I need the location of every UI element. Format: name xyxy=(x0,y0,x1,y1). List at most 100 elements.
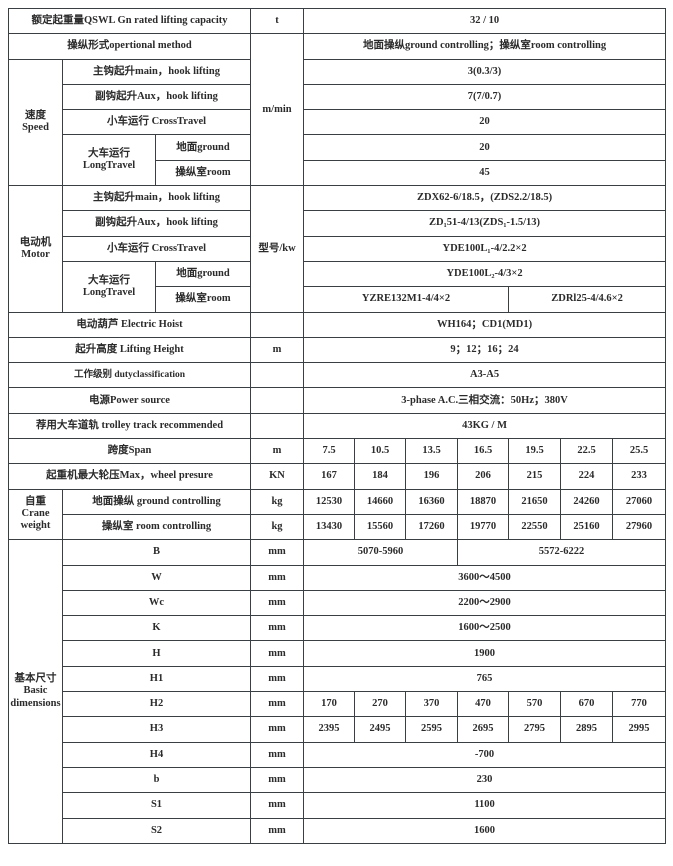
label: b xyxy=(62,766,251,794)
value: 18870 xyxy=(457,488,509,515)
value: 2395 xyxy=(303,716,355,743)
value: 170 xyxy=(303,691,355,718)
unit xyxy=(250,387,304,414)
row-height: 起升高度 Lifting Height m 9；12；16；24 xyxy=(8,336,667,364)
label: S1 xyxy=(62,792,251,819)
value: 3600～4500 xyxy=(302,564,667,591)
label: 电源Power source xyxy=(8,387,251,414)
value: 2495 xyxy=(354,716,406,743)
row-dim-H4: H4 mm -700 xyxy=(9,741,667,768)
value: ZD₁51-4/13(ZDS₁-1.5/13) xyxy=(302,210,667,237)
value: 45 xyxy=(302,159,667,187)
label: H xyxy=(62,640,251,667)
label: 小车运行 CrossTravel xyxy=(62,109,251,136)
label: 操纵室room xyxy=(155,159,251,187)
value: 2995 xyxy=(611,716,667,743)
value: 21650 xyxy=(508,488,561,515)
unit: mm xyxy=(250,640,304,667)
group-long-travel: 大车运行 LongTravel xyxy=(62,260,156,313)
value: WH164；CD1(MD1) xyxy=(302,311,667,338)
row-dim-H3: H3 mm 2395 2495 2595 2695 2795 2895 2995 xyxy=(9,716,667,743)
group-long-travel: 大车运行 LongTravel xyxy=(62,134,156,187)
label: 主钩起升main，hook lifting xyxy=(62,58,251,85)
value: 14660 xyxy=(354,488,406,515)
unit: mm xyxy=(250,792,304,819)
value: 206 xyxy=(457,463,509,490)
unit: mm xyxy=(250,615,304,642)
row-speed-long-ground: 大车运行 LongTravel 地面ground 20 xyxy=(9,134,667,187)
row-speed-aux: 副钩起升Aux，hook lifting 7(7/0.7) xyxy=(9,83,667,111)
unit: mm xyxy=(250,691,304,718)
group-dimensions: 基本尺寸 Basic dimensions xyxy=(8,539,63,844)
value: 19770 xyxy=(457,513,509,541)
row-speed-main: 速度 Speed 主钩起升main，hook lifting 3(0.3/3) xyxy=(8,58,667,187)
row-motor-long-ground: 大车运行 LongTravel 地面ground YDE100L₂-4/3×2 xyxy=(9,260,667,313)
value: 184 xyxy=(354,463,406,490)
row-motor-aux: 副钩起升Aux，hook lifting ZD₁51-4/13(ZDS₁-1.5… xyxy=(9,210,667,237)
unit: m xyxy=(250,336,304,364)
label: 起重机最大轮压Max，wheel presure xyxy=(8,463,251,490)
label: B xyxy=(62,539,251,566)
row-dim-H1: H1 mm 765 xyxy=(9,665,667,693)
value: 25160 xyxy=(560,513,613,541)
label: 地面ground xyxy=(155,134,251,161)
value: 1600 xyxy=(302,817,667,844)
row-span: 跨度Span m 7.5 10.5 13.5 16.5 19.5 22.5 25.5 xyxy=(8,438,667,465)
value: 3-phase A.C.三相交流：50Hz；380V xyxy=(302,387,667,414)
value: 5070-5960 xyxy=(303,539,458,566)
label: 主钩起升main，hook lifting xyxy=(62,185,251,212)
unit xyxy=(250,412,304,440)
value: 167 xyxy=(303,463,355,490)
unit: mm xyxy=(250,817,304,844)
row-hoist: 电动葫芦 Electric Hoist WH164；CD1(MD1) xyxy=(8,311,667,338)
value: 22550 xyxy=(508,513,561,541)
unit: mm xyxy=(250,564,304,591)
value: 27960 xyxy=(611,513,667,541)
row-motor-cross: 小车运行 CrossTravel YDE100L₁-4/2.2×2 xyxy=(9,235,667,262)
value: 20 xyxy=(302,134,667,161)
row-dim-S2: S2 mm 1600 xyxy=(9,817,667,844)
value: 15560 xyxy=(354,513,406,541)
value: 27060 xyxy=(611,488,667,515)
group-weight: 自重 Crane weight xyxy=(8,488,63,541)
value: 13430 xyxy=(303,513,355,541)
value: 17260 xyxy=(405,513,458,541)
row-track: 荐用大车道轨 trolley track recommended 43KG / … xyxy=(8,412,667,440)
group-motor: 电动机 Motor xyxy=(8,185,63,313)
unit: mm xyxy=(250,716,304,743)
value: 22.5 xyxy=(560,438,613,465)
unit: kg xyxy=(250,513,304,541)
value: 1100 xyxy=(302,792,667,819)
label: 额定起重量QSWL Gn rated lifting capacity xyxy=(8,7,251,35)
label: H4 xyxy=(62,741,251,768)
crane-spec-table: 额定起重量QSWL Gn rated lifting capacity t 32… xyxy=(8,7,667,844)
row-speed-cross: 小车运行 CrossTravel 20 xyxy=(9,109,667,136)
value: 7(7/0.7) xyxy=(302,83,667,111)
value: YDE100L₂-4/3×2 xyxy=(302,260,667,288)
label: 操纵室room xyxy=(155,286,251,313)
value: 2200～2900 xyxy=(302,589,667,617)
label: 荐用大车道轨 trolley track recommended xyxy=(8,412,251,440)
value: 470 xyxy=(457,691,509,718)
unit xyxy=(250,311,304,338)
value: 2695 xyxy=(457,716,509,743)
label: 副钩起升Aux，hook lifting xyxy=(62,83,251,111)
value: 2795 xyxy=(508,716,561,743)
value: 233 xyxy=(611,463,667,490)
value: ZDX62-6/18.5，(ZDS2.2/18.5) xyxy=(302,185,667,212)
label: 工作级别 dutyclassification xyxy=(8,362,251,389)
unit: m xyxy=(250,438,304,465)
row-speed-long-room: 操纵室room 45 xyxy=(9,159,667,187)
row-motor-main: 电动机 Motor 主钩起升main，hook lifting 型号/kw ZDX… xyxy=(8,185,667,313)
value: 13.5 xyxy=(405,438,458,465)
row-dim-b: b mm 230 xyxy=(9,766,667,794)
value: 3(0.3/3) xyxy=(302,58,667,85)
row-power: 电源Power source 3-phase A.C.三相交流：50Hz；380… xyxy=(8,387,667,414)
value: 1900 xyxy=(302,640,667,667)
value: 16.5 xyxy=(457,438,509,465)
label: 地面操纵 ground controlling xyxy=(62,488,251,515)
value: 24260 xyxy=(560,488,613,515)
value: 196 xyxy=(405,463,458,490)
value: YZRE132M1-4/4×2 xyxy=(303,286,509,313)
